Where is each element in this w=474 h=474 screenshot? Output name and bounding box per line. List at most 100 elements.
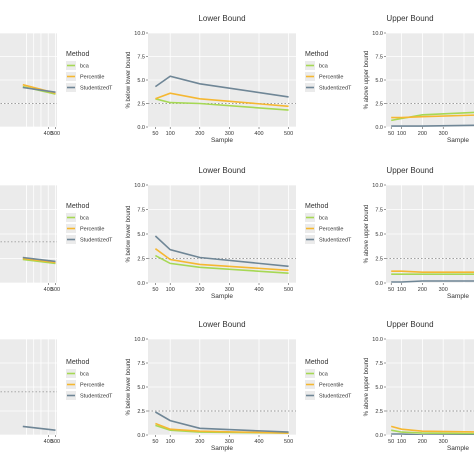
legend-2-1: Method bca Percentile StudentizedT [305, 359, 352, 400]
x-tick-label: 300 [225, 287, 234, 293]
series-line-studentizedt [391, 124, 474, 127]
legend-2-0: Method bca Percentile StudentizedT [66, 359, 113, 400]
y-tick-label: 10.0 [134, 337, 145, 343]
legend-label: StudentizedT [319, 86, 352, 92]
chart-panel-0-2: 0.0 2.5 5.0 7.5 10.0 50 100 200 300 Upper Bound Sa… [364, 14, 474, 144]
series-line-studentizedt [391, 280, 474, 283]
y-tick-label: 0.0 [375, 433, 383, 439]
chart-title: Lower Bound [198, 14, 245, 23]
series-line-percentile [22, 257, 56, 264]
series-line-bca [155, 254, 289, 274]
y-tick-label: 10.0 [372, 337, 383, 343]
legend-label: bca [319, 372, 329, 378]
legend-label: Percentile [319, 75, 343, 81]
y-tick-label: 5.0 [375, 385, 383, 391]
panel-plot-area [0, 33, 57, 127]
x-tick-label: 50 [388, 287, 394, 293]
legend-label: StudentizedT [80, 86, 113, 92]
series-line-studentizedt [22, 256, 56, 263]
x-tick-label: 300 [439, 131, 448, 137]
x-axis-label: Sample [447, 445, 469, 452]
panel-plot-area [148, 185, 296, 283]
legend-title: Method [66, 359, 89, 366]
panel-plot-area [386, 33, 474, 127]
panel-plot-area [148, 339, 296, 435]
legend-label: StudentizedT [80, 394, 113, 400]
x-tick-label: 400 [254, 439, 263, 445]
legend-label: Percentile [80, 383, 104, 389]
series-line-studentizedt [22, 425, 56, 431]
x-tick-label: 100 [166, 131, 175, 137]
legend-label: Percentile [319, 383, 343, 389]
series-line-studentizedt [391, 433, 474, 435]
y-tick-label: 0.0 [137, 125, 145, 131]
series-line-percentile [155, 422, 289, 434]
legend-title: Method [305, 51, 328, 58]
series-line-percentile [391, 114, 474, 119]
y-tick-label: 2.5 [137, 257, 145, 263]
panel-plot-area [386, 339, 474, 435]
y-tick-label: 2.5 [137, 409, 145, 415]
y-tick-label: 0.0 [137, 433, 145, 439]
legend-label: bca [80, 216, 90, 222]
series-line-bca [391, 429, 474, 435]
legend-label: StudentizedT [80, 238, 113, 244]
legend-label: bca [80, 64, 90, 70]
x-tick-label: 200 [418, 131, 427, 137]
legend-title: Method [305, 359, 328, 366]
panel-plot-area [0, 185, 57, 283]
legend-label: bca [319, 64, 329, 70]
legend-label: Percentile [80, 227, 104, 233]
chart-panel-2-2: 0.0 2.5 5.0 7.5 10.0 50 100 200 300 Upper Bound Sa… [364, 320, 474, 452]
series-line-studentizedt [154, 75, 289, 98]
x-tick-label: 100 [397, 439, 406, 445]
chart-title: Lower Bound [198, 320, 245, 329]
x-tick-label: 100 [166, 439, 175, 445]
x-axis-label: Sample [211, 137, 233, 144]
y-axis-label: % below lower bound [126, 205, 132, 262]
series-line-studentizedt [22, 86, 56, 93]
x-tick-label: 500 [51, 287, 60, 293]
x-tick-label: 200 [418, 287, 427, 293]
x-tick-label: 400 [44, 287, 53, 293]
x-tick-label: 100 [397, 287, 406, 293]
legend-0-1: Method bca Percentile StudentizedT [305, 51, 352, 92]
y-tick-label: 0.0 [375, 125, 383, 131]
chart-panel-1-1: 0.0 2.5 5.0 7.5 10.0 50 100 200 300 400 500 Lower B… [126, 166, 296, 300]
series-line-percentile [155, 92, 289, 108]
x-axis-label: Sample [211, 293, 233, 300]
x-tick-label: 300 [225, 439, 234, 445]
legend-label: bca [80, 372, 90, 378]
legend-title: Method [66, 51, 89, 58]
y-tick-label: 10.0 [372, 183, 383, 189]
panel-plot-area [0, 339, 57, 435]
series-line-percentile [391, 270, 474, 274]
x-tick-label: 50 [152, 287, 158, 293]
x-tick-label: 50 [152, 131, 158, 137]
legend-1-0: Method bca Percentile StudentizedT [66, 203, 113, 244]
y-tick-label: 2.5 [375, 102, 383, 108]
x-axis-label: Sample [211, 445, 233, 452]
x-tick-label: 500 [51, 131, 60, 137]
y-tick-label: 5.0 [375, 78, 383, 84]
y-axis-label: % below lower bound [126, 358, 132, 415]
series-line-studentizedt [154, 411, 289, 433]
series-line-percentile [390, 425, 474, 433]
chart-panel-1-2: 0.0 2.5 5.0 7.5 10.0 50 100 200 300 Upper Bound Sa… [364, 166, 474, 300]
legend-label: Percentile [80, 75, 104, 81]
x-axis-label: Sample [447, 293, 469, 300]
x-tick-label: 300 [439, 287, 448, 293]
x-tick-label: 500 [284, 131, 293, 137]
chart-title: Lower Bound [198, 166, 245, 175]
series-line-percentile [154, 248, 289, 272]
y-tick-label: 7.5 [375, 55, 383, 61]
y-tick-label: 2.5 [137, 102, 145, 108]
legend-title: Method [305, 203, 328, 210]
y-tick-label: 10.0 [134, 183, 145, 189]
series-line-bca [22, 258, 56, 265]
x-tick-label: 300 [439, 439, 448, 445]
chart-panel-0-1: 0.0 2.5 5.0 7.5 10.0 50 100 200 300 400 500 Lower B… [126, 14, 296, 144]
